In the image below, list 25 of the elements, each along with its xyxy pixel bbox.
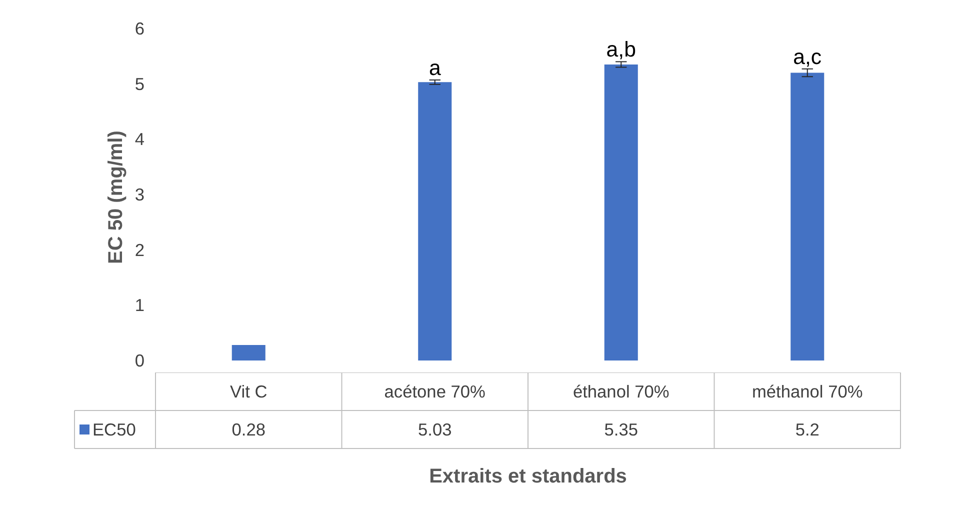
annotation: a,b [606, 38, 636, 62]
data-label: 0.28 [232, 420, 266, 440]
y-tick-label: 0 [134, 350, 145, 370]
annotation: a [428, 56, 441, 80]
y-axis-title: EC 50 (mg/ml) [104, 130, 127, 264]
data-label: 5.35 [604, 420, 638, 440]
x-axis-title: Extraits et standards [429, 466, 627, 488]
y-tick-label: 1 [134, 295, 145, 316]
x-tick-label: méthanol 70% [752, 382, 863, 402]
y-tick-label: 5 [134, 74, 145, 94]
y-tick-label: 6 [134, 18, 145, 38]
x-tick-label: éthanol 70% [572, 382, 670, 402]
annotation: a,c [793, 44, 822, 69]
y-tick-label: 4 [134, 129, 145, 150]
y-tick-label: 2 [134, 240, 145, 260]
x-tick-label: acétone 70% [384, 382, 486, 402]
data-label: 5.2 [795, 420, 820, 440]
bar [418, 82, 452, 360]
bar [232, 345, 266, 360]
legend-label: EC50 [92, 420, 136, 440]
bar [604, 64, 638, 360]
bar [790, 72, 824, 360]
data-label: 5.03 [418, 420, 452, 440]
x-tick-label: Vit C [230, 382, 268, 402]
y-tick-label: 3 [134, 184, 145, 204]
